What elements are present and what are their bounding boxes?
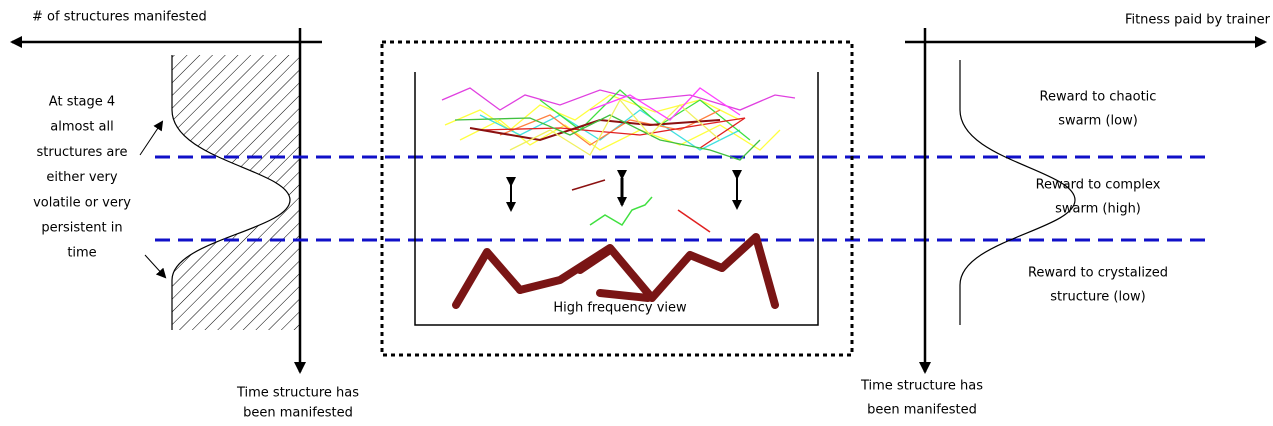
text-line: At stage 4 bbox=[49, 95, 115, 110]
distribution-shape bbox=[172, 55, 300, 330]
text-line: swarm (high) bbox=[1055, 202, 1141, 217]
crystalized-structure bbox=[456, 237, 775, 305]
text-line: Time structure has bbox=[236, 386, 359, 401]
center-panel: High frequency view bbox=[382, 42, 852, 355]
text-line: been manifested bbox=[867, 403, 977, 418]
text-line: Reward to crystalized bbox=[1028, 266, 1168, 281]
axis-label: # of structures manifested bbox=[32, 10, 207, 25]
view-label: High frequency view bbox=[553, 301, 687, 316]
text-line: Reward to chaotic bbox=[1040, 90, 1157, 105]
text-line: Time structure has bbox=[860, 379, 983, 394]
text-line: volatile or very bbox=[33, 195, 131, 210]
chaotic-swarm bbox=[442, 88, 795, 160]
text-line: swarm (low) bbox=[1058, 114, 1138, 129]
text-line: almost all bbox=[50, 120, 113, 135]
double-arrows bbox=[511, 178, 737, 210]
right-panel: Fitness paid by trainer Reward to chaoti… bbox=[860, 13, 1271, 418]
text-line: been manifested bbox=[243, 406, 353, 421]
annotation-arrow bbox=[145, 255, 165, 277]
text-line: either very bbox=[46, 170, 117, 185]
time-label: Time structure has been manifested bbox=[860, 379, 983, 418]
view-box bbox=[415, 72, 818, 325]
diagram: # of structures manifested At stage 4 alm… bbox=[0, 0, 1273, 426]
annotation-arrow bbox=[140, 122, 162, 155]
axis-label: Fitness paid by trainer bbox=[1125, 13, 1271, 28]
reward-labels: Reward to chaotic swarm (low) Reward to co… bbox=[1028, 90, 1168, 305]
left-panel: # of structures manifested At stage 4 alm… bbox=[12, 10, 359, 421]
text-line: persistent in bbox=[41, 221, 122, 236]
time-label: Time structure has been manifested bbox=[236, 386, 359, 421]
text-line: Reward to complex bbox=[1036, 178, 1161, 193]
annotation: At stage 4 almost all structures are either… bbox=[33, 95, 131, 261]
text-line: structure (low) bbox=[1050, 290, 1145, 305]
complex-swarm bbox=[572, 180, 710, 232]
text-line: time bbox=[67, 246, 96, 261]
text-line: structures are bbox=[37, 145, 128, 160]
